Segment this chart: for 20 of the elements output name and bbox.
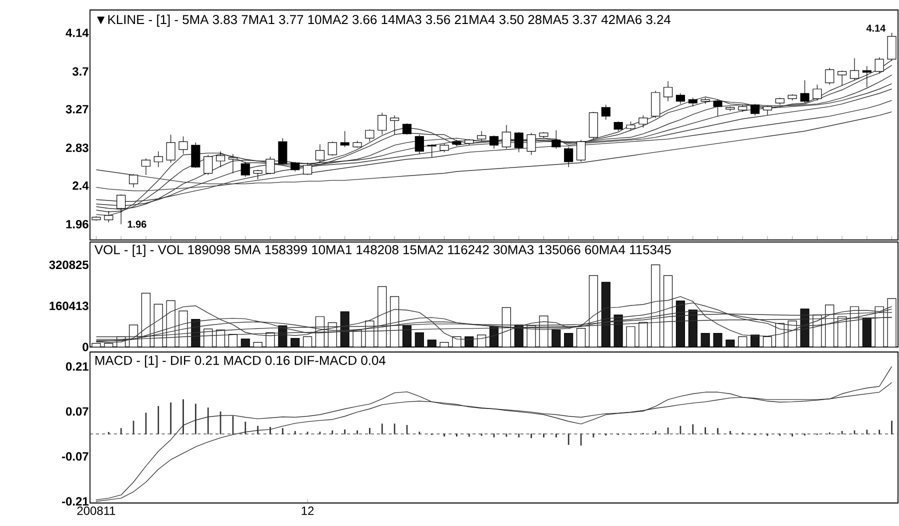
y-tick-label: 0 xyxy=(82,342,88,352)
y-tick-label: 1.96 xyxy=(66,220,88,228)
x-tick-label: 200811 xyxy=(77,506,116,515)
chart-title: ▼KLINE - [1] - 5MA 3.83 7MA1 3.77 10MA2 3.66 14MA3 3.56 21MA4 3.50 28MA5 3.37 42MA6 3.24 xyxy=(97,14,671,27)
x-tick-label: 12 xyxy=(302,506,314,515)
y-tick-label: 0.07 xyxy=(66,407,88,416)
annotation: 4.14 xyxy=(866,24,886,32)
annotation: 1.96 xyxy=(128,220,146,228)
chart-title: MACD - [1] - DIF 0.21 MACD 0.16 DIF-MACD 0.04 xyxy=(95,355,386,368)
y-tick-label: 3.7 xyxy=(72,67,88,76)
y-tick-label: -0.21 xyxy=(62,497,88,506)
y-tick-label: 2.4 xyxy=(72,181,89,190)
chart-title: VOL - [1] - VOL 189098 5MA 158399 10MA1 148208 15MA2 116242 30MA3 135066 60MA4 115345 xyxy=(94,244,671,257)
y-tick-label: 160413 xyxy=(50,302,88,310)
y-tick-label: 0.21 xyxy=(66,362,88,371)
y-tick-label: 4.14 xyxy=(66,28,89,37)
y-tick-label: 3.27 xyxy=(66,104,88,114)
y-tick-label: 2.83 xyxy=(66,144,88,152)
y-tick-label: -0.07 xyxy=(62,452,88,461)
y-tick-label: 320825 xyxy=(49,260,88,270)
